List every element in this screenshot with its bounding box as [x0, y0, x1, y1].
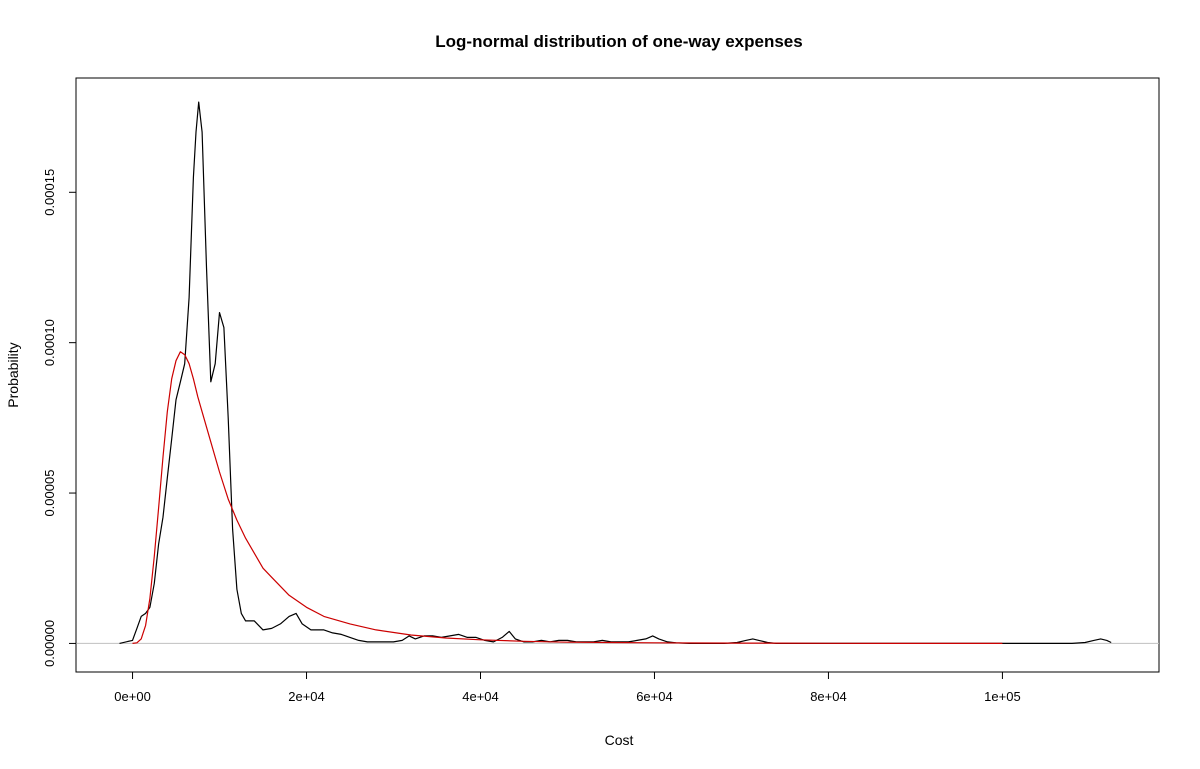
- y-tick-label: 0.00010: [42, 319, 57, 366]
- x-tick-label: 6e+04: [636, 689, 673, 704]
- x-tick-label: 2e+04: [288, 689, 325, 704]
- chart-title: Log-normal distribution of one-way expen…: [435, 32, 802, 51]
- lognormal-fit-line: [132, 351, 1003, 644]
- x-axis: 0e+00 2e+04 4e+04 6e+04 8e+04 1e+05: [114, 671, 1021, 704]
- x-tick-label: 0e+00: [114, 689, 151, 704]
- y-tick-label: 0.00000: [42, 620, 57, 667]
- x-tick-label: 8e+04: [810, 689, 847, 704]
- x-axis-label: Cost: [605, 732, 634, 748]
- x-tick-label: 1e+05: [984, 689, 1021, 704]
- plot-frame: [75, 77, 1160, 673]
- y-axis: 0.00000 0.00005 0.00010 0.00015: [42, 169, 77, 667]
- plot-layer: [76, 101, 1159, 644]
- y-tick-label: 0.00015: [42, 169, 57, 216]
- x-tick-label: 4e+04: [462, 689, 499, 704]
- y-axis-label: Probability: [5, 342, 21, 407]
- y-tick-label: 0.00005: [42, 470, 57, 517]
- empirical-density-line: [119, 101, 1112, 644]
